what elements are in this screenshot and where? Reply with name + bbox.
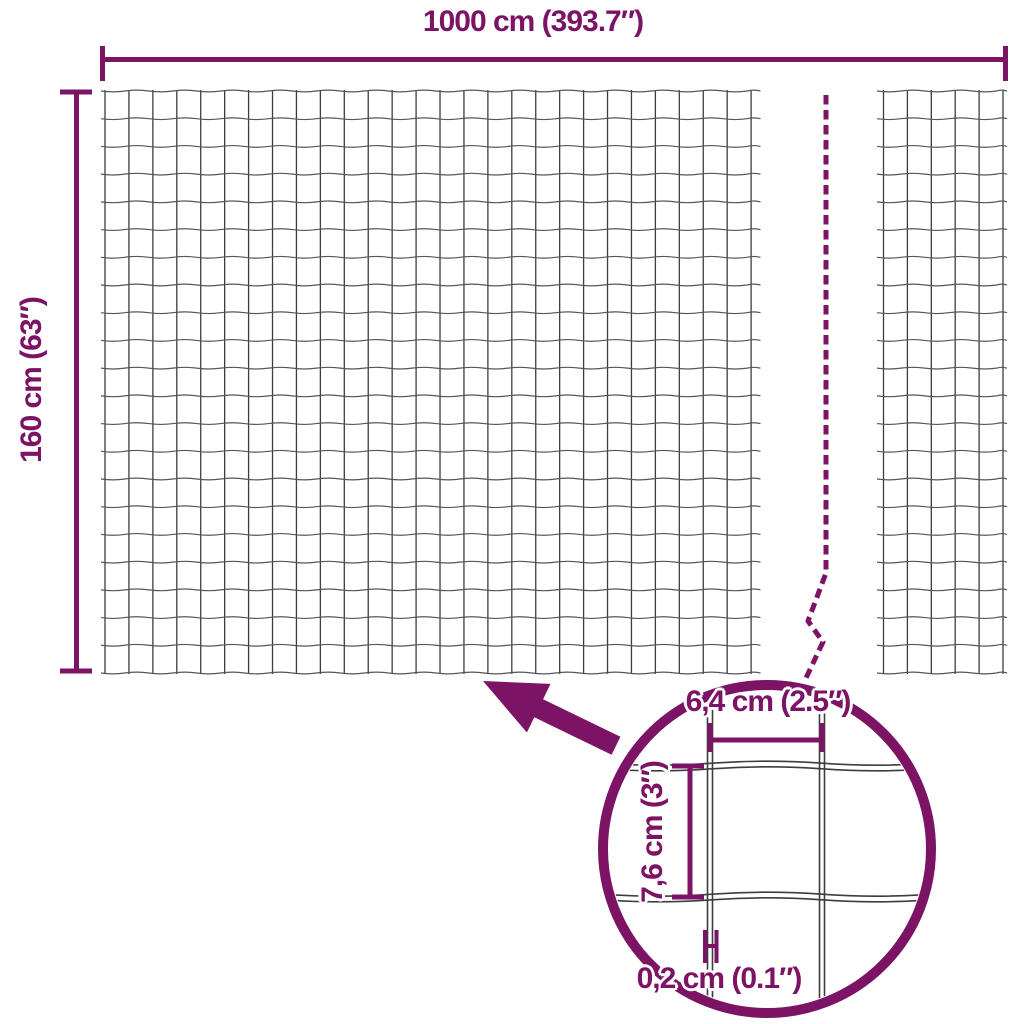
mesh-width-dimension [707, 723, 825, 752]
wire-thickness-label: 0,2 cm (0.1″) [636, 962, 803, 995]
mesh-height-label: 7,6 cm (3″) [636, 761, 669, 903]
zoom-arrow-icon [483, 681, 621, 755]
mesh-panel-right [876, 89, 1008, 675]
total-height-label: 160 cm (63″) [15, 297, 48, 463]
width-dimension-line [100, 46, 1008, 81]
wire-thickness-marker [703, 930, 719, 963]
height-dimension-line [60, 89, 92, 674]
mesh-width-label: 6,4 cm (2.5″) [685, 685, 852, 718]
total-width-label: 1000 cm (393.7″) [422, 5, 644, 38]
mesh-height-dimension [672, 763, 704, 900]
mesh-panel-left [100, 89, 761, 675]
mesh-break-line [803, 95, 829, 680]
